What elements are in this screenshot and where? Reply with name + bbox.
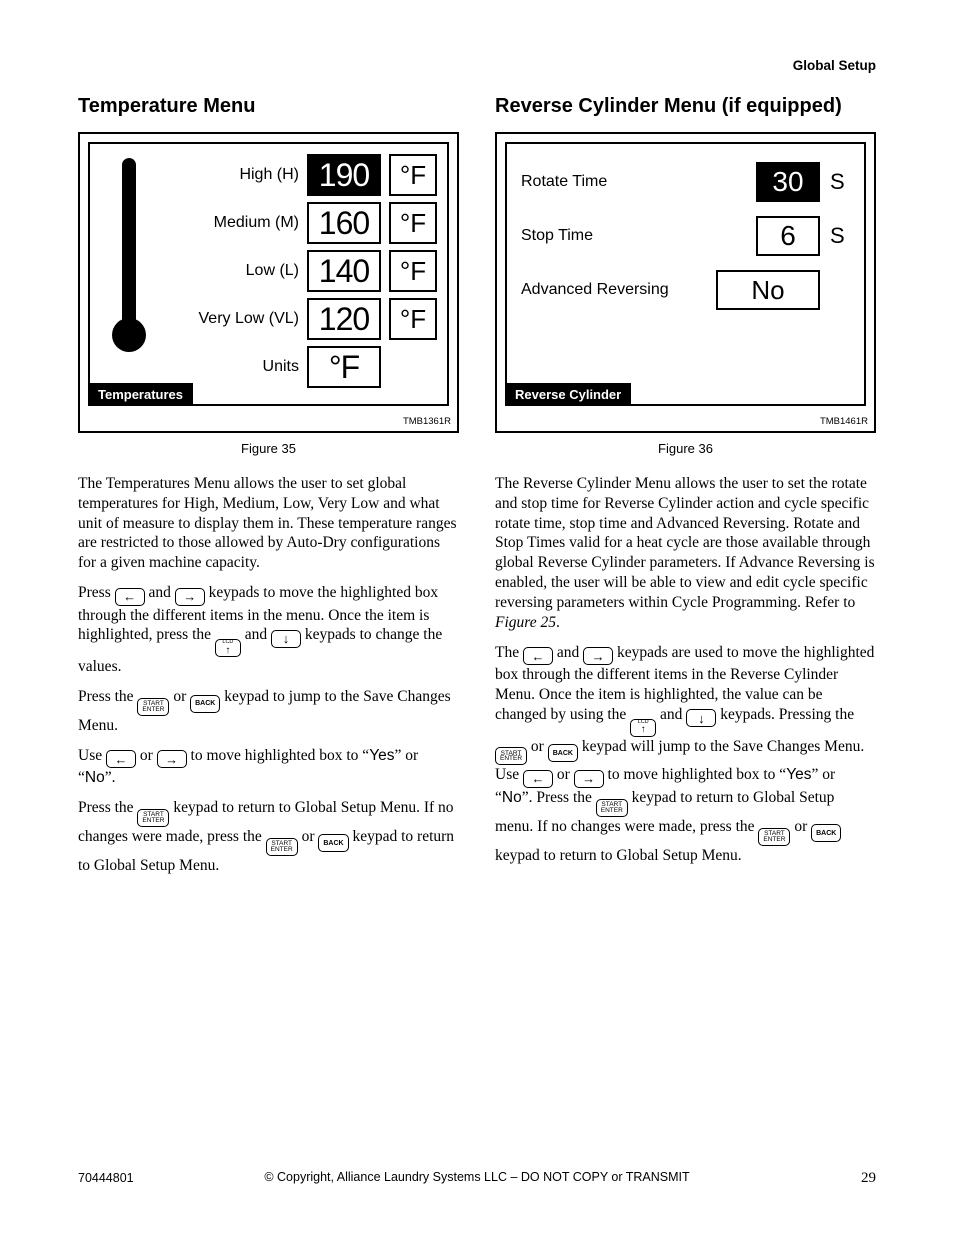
- thermometer-icon: [112, 158, 142, 358]
- right-arrow-key-icon: →: [175, 588, 205, 606]
- figure-36-frame: Rotate Time 30 S Stop Time 6 S Advanced …: [495, 132, 876, 433]
- figure-code: TMB1461R: [497, 414, 874, 427]
- rc-label: Rotate Time: [521, 173, 607, 191]
- temp-row-low: Low (L) 140 °F: [160, 250, 437, 292]
- start-enter-key-icon: STARTENTER: [266, 838, 298, 856]
- temp-label: Low (L): [160, 262, 299, 280]
- temp-value-medium[interactable]: 160: [307, 202, 381, 244]
- panel-title-temperatures: Temperatures: [88, 383, 193, 406]
- temp-label: Very Low (VL): [160, 310, 299, 328]
- down-arrow-key-icon: ↓: [271, 630, 301, 648]
- rc-unit: S: [830, 169, 850, 195]
- page-footer: 70444801 © Copyright, Alliance Laundry S…: [78, 1170, 876, 1187]
- left-arrow-key-icon: ←: [523, 647, 553, 665]
- back-key-icon: BACK: [548, 744, 578, 762]
- reverse-cylinder-menu-heading: Reverse Cylinder Menu (if equipped): [495, 94, 876, 118]
- temp-row-high: High (H) 190 °F: [160, 154, 437, 196]
- stop-time-value[interactable]: 6: [756, 216, 820, 256]
- start-enter-key-icon: STARTENTER: [137, 698, 169, 716]
- left-para-4: Use ← or → to move highlighted box to “Y…: [78, 746, 459, 788]
- lcd-up-key-icon: LCD↑: [630, 719, 656, 737]
- temp-value-low[interactable]: 140: [307, 250, 381, 292]
- figure-36-caption: Figure 36: [495, 441, 876, 456]
- left-arrow-key-icon: ←: [106, 750, 136, 768]
- back-key-icon: BACK: [318, 834, 348, 852]
- footer-copyright: © Copyright, Alliance Laundry Systems LL…: [78, 1170, 876, 1184]
- units-label: Units: [160, 358, 299, 376]
- temp-row-units: Units °F: [160, 346, 437, 388]
- right-arrow-key-icon: →: [157, 750, 187, 768]
- temp-value-verylow[interactable]: 120: [307, 298, 381, 340]
- right-arrow-key-icon: →: [574, 770, 604, 788]
- temp-unit: °F: [389, 154, 437, 196]
- lcd-up-key-icon: LCD↑: [215, 639, 241, 657]
- left-para-2: Press ← and → keypads to move the highli…: [78, 583, 459, 677]
- start-enter-key-icon: STARTENTER: [495, 747, 527, 765]
- temp-unit: °F: [389, 298, 437, 340]
- units-value[interactable]: °F: [307, 346, 381, 388]
- back-key-icon: BACK: [811, 824, 841, 842]
- reverse-cylinder-panel: Rotate Time 30 S Stop Time 6 S Advanced …: [505, 142, 866, 406]
- back-key-icon: BACK: [190, 695, 220, 713]
- temp-row-medium: Medium (M) 160 °F: [160, 202, 437, 244]
- right-column: Reverse Cylinder Menu (if equipped) Rota…: [495, 94, 876, 886]
- start-enter-key-icon: STARTENTER: [596, 799, 628, 817]
- left-arrow-key-icon: ←: [523, 770, 553, 788]
- rc-row-advanced: Advanced Reversing No: [521, 270, 850, 310]
- temp-label: High (H): [160, 166, 299, 184]
- advanced-reversing-value[interactable]: No: [716, 270, 820, 310]
- left-para-5: Press the STARTENTER keypad to return to…: [78, 798, 459, 876]
- left-para-1: The Temperatures Menu allows the user to…: [78, 474, 459, 573]
- left-arrow-key-icon: ←: [115, 588, 145, 606]
- temp-label: Medium (M): [160, 214, 299, 232]
- temperatures-panel: High (H) 190 °F Medium (M) 160 °F Low (L…: [88, 142, 449, 406]
- right-arrow-key-icon: →: [583, 647, 613, 665]
- rc-label: Advanced Reversing: [521, 281, 669, 299]
- rc-row-stop: Stop Time 6 S: [521, 216, 850, 256]
- temperature-menu-heading: Temperature Menu: [78, 94, 459, 118]
- left-column: Temperature Menu High (H) 190 °F Medium …: [78, 94, 459, 886]
- temp-unit: °F: [389, 250, 437, 292]
- temp-row-verylow: Very Low (VL) 120 °F: [160, 298, 437, 340]
- right-para-2: The ← and → keypads are used to move the…: [495, 643, 876, 866]
- start-enter-key-icon: STARTENTER: [137, 809, 169, 827]
- rotate-time-value[interactable]: 30: [756, 162, 820, 202]
- rc-label: Stop Time: [521, 227, 593, 245]
- temp-unit: °F: [389, 202, 437, 244]
- figure-code: TMB1361R: [80, 414, 457, 427]
- down-arrow-key-icon: ↓: [686, 709, 716, 727]
- start-enter-key-icon: STARTENTER: [758, 828, 790, 846]
- header-section: Global Setup: [793, 58, 876, 73]
- right-para-1: The Reverse Cylinder Menu allows the use…: [495, 474, 876, 633]
- figure-35-caption: Figure 35: [78, 441, 459, 456]
- figure-35-frame: High (H) 190 °F Medium (M) 160 °F Low (L…: [78, 132, 459, 433]
- rc-unit: S: [830, 223, 850, 249]
- rc-row-rotate: Rotate Time 30 S: [521, 162, 850, 202]
- panel-title-reverse-cylinder: Reverse Cylinder: [505, 383, 631, 406]
- left-para-3: Press the STARTENTER or BACK keypad to j…: [78, 687, 459, 736]
- temp-value-high[interactable]: 190: [307, 154, 381, 196]
